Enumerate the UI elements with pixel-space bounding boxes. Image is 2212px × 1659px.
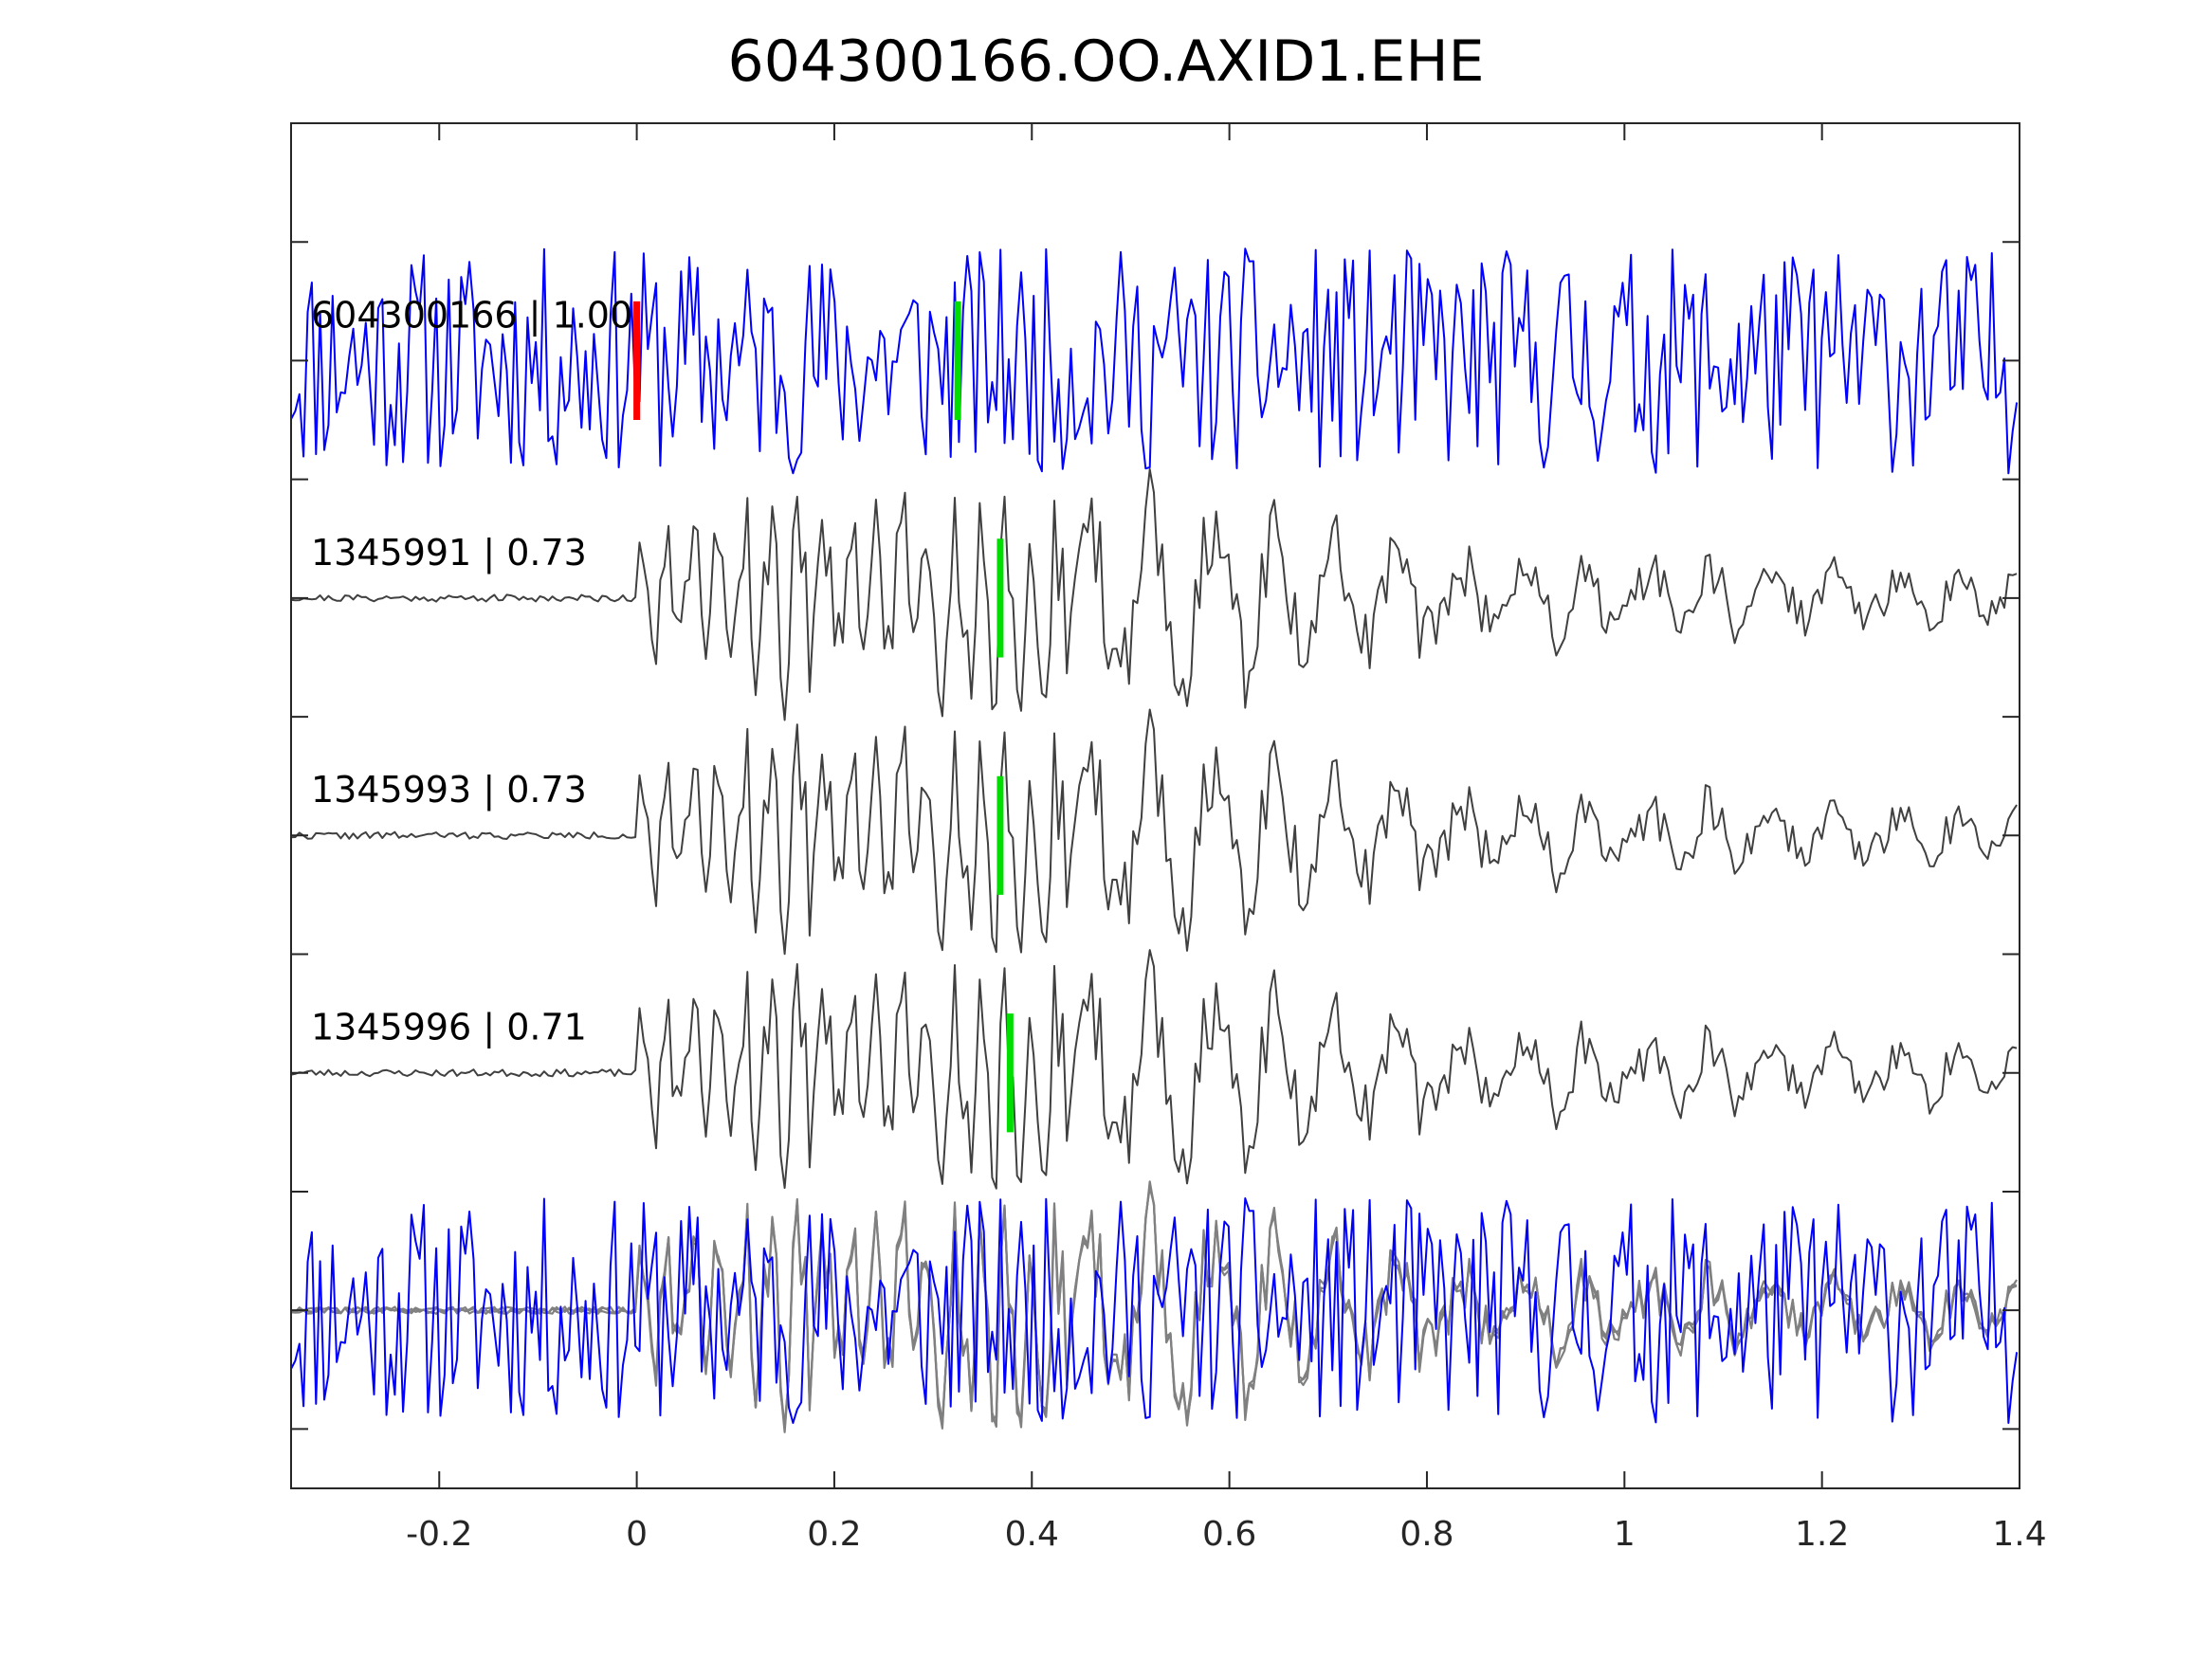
x-tick-label: 0.8 — [1399, 1515, 1453, 1554]
trace-1345991 — [290, 468, 2018, 721]
overlay-trace-604300166 — [290, 1197, 2019, 1424]
trace-label-1345991: 1345991 | 0.73 — [311, 532, 587, 574]
x-tick-label: 0.6 — [1202, 1515, 1256, 1554]
trace-1345993 — [290, 708, 2018, 956]
x-tick-label: -0.2 — [406, 1515, 472, 1554]
trace-604300166 — [290, 247, 2019, 475]
x-tick-label: 1.2 — [1795, 1515, 1849, 1554]
x-tick-label: 0.2 — [807, 1515, 861, 1554]
trace-label-1345993: 1345993 | 0.73 — [311, 769, 587, 811]
trace-label-1345996: 1345996 | 0.71 — [311, 1007, 587, 1049]
x-tick-label: 0.4 — [1005, 1515, 1059, 1554]
x-tick-label: 1.4 — [1992, 1515, 2046, 1554]
x-tick-label: 0 — [626, 1515, 648, 1554]
axes-box — [290, 122, 2020, 1489]
x-tick-label: 1 — [1614, 1515, 1636, 1554]
trace-1345996 — [290, 949, 2018, 1190]
chart-title: 604300166.OO.AXID1.EHE — [727, 28, 1485, 95]
trace-label-604300166: 604300166 | 1.00 — [311, 294, 632, 337]
